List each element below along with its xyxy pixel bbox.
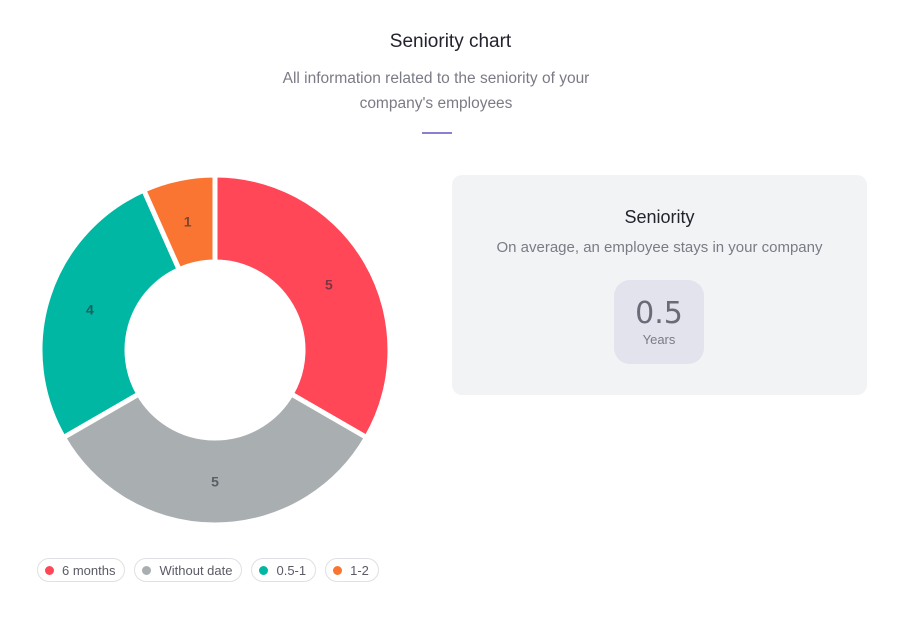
slice-value-label: 1 [184,213,192,229]
slice-without-date[interactable] [60,391,370,528]
legend-item[interactable]: 6 months [37,558,126,582]
legend-label: 0.5-1 [276,562,307,578]
card-subtitle: On average, an employee stays in your co… [496,239,823,256]
legend-label: Without date [159,562,233,578]
legend-swatch [142,565,152,575]
legend-swatch [45,565,54,575]
donut-chart: 5 5 4 1 [30,165,400,535]
legend-label: 1-2 [350,562,369,578]
slice-value-label: 5 [211,474,219,490]
slice-value-label: 4 [86,301,94,317]
legend-swatch [259,565,269,575]
stat-value: 0.5 [635,296,683,331]
average-seniority-stat: 0.5 Years [614,280,704,364]
slice-0-5-1[interactable] [37,187,182,440]
page-subtitle: All information related to the seniority… [282,70,590,112]
legend-item[interactable]: 0.5-1 [251,558,317,582]
page-title: Seniority chart [389,31,512,52]
legend-swatch [333,565,343,575]
slice-value-label: 5 [325,276,333,292]
title-divider [422,132,452,134]
slice-6-months[interactable] [212,172,393,440]
chart-legend: 6 months Without date 0.5-1 1-2 [37,558,379,582]
legend-item[interactable]: Without date [134,558,243,582]
seniority-card: Seniority On average, an employee stays … [452,175,867,395]
card-title: Seniority [624,207,695,227]
legend-item[interactable]: 1-2 [325,558,379,582]
stat-unit: Years [642,332,676,347]
legend-label: 6 months [62,562,116,578]
slice-1-2[interactable] [141,172,218,273]
donut-chart-svg: 5 5 4 1 [37,172,393,528]
